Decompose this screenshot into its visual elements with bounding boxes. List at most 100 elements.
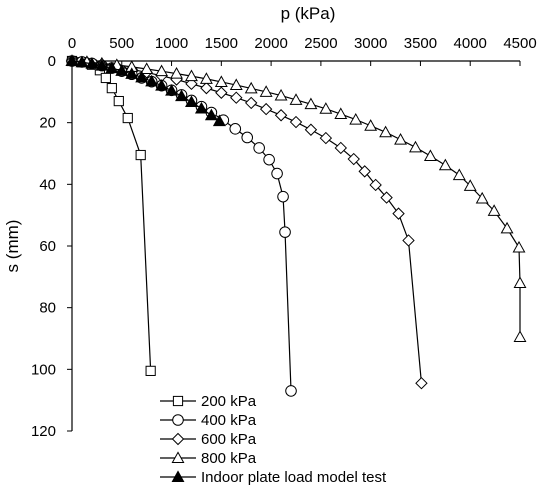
triangle-marker: [438, 158, 452, 171]
y-axis-title: s (mm): [3, 220, 22, 273]
filled-triangle-marker: [212, 114, 226, 127]
series-line: [71, 60, 423, 384]
triangle-marker: [155, 64, 169, 77]
diamond-marker: [380, 191, 393, 204]
filled-triangle-marker: [125, 67, 139, 79]
triangle-marker: [259, 85, 273, 97]
square-marker: [122, 112, 133, 124]
filled-triangle-marker: [204, 108, 218, 121]
triangle-marker: [349, 112, 363, 125]
filled-triangle-marker: [155, 79, 169, 91]
legend-item: 400 kPa: [160, 412, 257, 429]
series-5: [65, 54, 226, 127]
filled-triangle-marker: [115, 64, 129, 76]
circle-marker: [279, 226, 291, 238]
series-line: [71, 60, 152, 371]
filled-triangle-marker: [194, 101, 208, 114]
triangle-marker: [334, 107, 348, 120]
square-marker: [135, 149, 146, 161]
x-tick-label: 3500: [404, 35, 437, 52]
square-marker: [145, 365, 156, 376]
diamond-marker: [244, 96, 258, 110]
diamond-marker: [402, 234, 415, 247]
diamond-marker: [415, 377, 428, 390]
legend: 200 kPa 400 kPa 600 kPa 800 kPa Indoor plate…: [160, 393, 387, 486]
triangle-marker: [289, 93, 303, 105]
square-marker: [113, 95, 124, 107]
series-line: [71, 60, 521, 337]
circle-marker: [271, 167, 283, 180]
filled-triangle-marker: [145, 74, 159, 87]
square-marker: [100, 72, 111, 84]
x-axis-title: p (kPa): [281, 4, 336, 23]
x-tick-label: 2000: [254, 35, 287, 52]
circle-marker: [263, 153, 275, 166]
diamond-marker: [171, 432, 185, 446]
filled-triangle-marker: [171, 470, 185, 482]
square-marker: [106, 83, 117, 94]
series-layer: [65, 54, 527, 397]
triangle-marker: [463, 179, 477, 191]
diamond-marker: [259, 102, 273, 116]
triangle-marker: [487, 204, 501, 216]
triangle-marker: [513, 330, 527, 342]
diamond-marker: [215, 86, 228, 99]
filled-triangle-marker: [65, 54, 79, 66]
series-1: [66, 55, 156, 376]
y-tick-label: 120: [31, 423, 56, 440]
legend-item: Indoor plate load model test: [160, 469, 387, 486]
diamond-marker: [369, 178, 382, 192]
filled-triangle-marker: [105, 61, 119, 74]
y-tick-label: 40: [39, 176, 56, 193]
triangle-marker: [379, 125, 393, 138]
legend-item: 200 kPa: [160, 393, 257, 410]
triangle-marker: [364, 119, 378, 131]
triangle-marker: [140, 62, 154, 74]
diamond-marker: [304, 123, 318, 136]
x-tick-label: 3000: [354, 35, 387, 52]
circle-marker: [253, 142, 265, 154]
legend-item: 800 kPa: [160, 450, 257, 467]
legend-label: 800 kPa: [201, 450, 257, 467]
triangle-marker: [409, 140, 422, 153]
filled-triangle-marker: [95, 58, 109, 71]
legend-label: 400 kPa: [201, 412, 257, 429]
series-line: [71, 60, 292, 391]
circle-marker: [285, 385, 297, 397]
diamond-marker: [319, 131, 333, 145]
square-marker: [172, 395, 184, 407]
y-tick-label: 80: [39, 300, 56, 317]
triangle-marker: [244, 81, 258, 94]
diamond-marker: [200, 81, 213, 95]
filled-triangle-marker: [165, 83, 179, 96]
y-tick-label: 100: [31, 361, 56, 378]
legend-label: 200 kPa: [201, 393, 257, 410]
x-tick-label: 4500: [503, 35, 536, 52]
triangle-marker: [199, 72, 213, 84]
legend-label: Indoor plate load model test: [201, 469, 387, 486]
diamond-marker: [347, 152, 360, 166]
axes-layer: 0 500 1000 1500 2000 2500 3000 3500 4000 4500 0 20 4…: [31, 35, 537, 440]
filled-triangle-marker: [75, 55, 89, 68]
triangle-marker: [214, 75, 228, 87]
triangle-marker: [500, 221, 514, 234]
circle-marker: [229, 123, 242, 135]
series-4: [65, 54, 527, 342]
triangle-marker: [171, 451, 185, 463]
y-tick-label: 60: [39, 238, 56, 255]
diamond-marker: [289, 115, 303, 129]
diamond-marker: [392, 207, 405, 220]
legend-label: 600 kPa: [201, 431, 257, 448]
x-tick-label: 500: [109, 35, 134, 52]
diamond-marker: [274, 109, 288, 122]
triangle-marker: [452, 168, 466, 181]
x-tick-label: 0: [68, 35, 76, 52]
circle-marker: [172, 414, 184, 426]
triangle-marker: [319, 102, 333, 114]
triangle-marker: [512, 240, 526, 253]
diamond-marker: [358, 165, 371, 178]
triangle-marker: [274, 88, 288, 101]
filled-triangle-marker: [135, 70, 149, 83]
